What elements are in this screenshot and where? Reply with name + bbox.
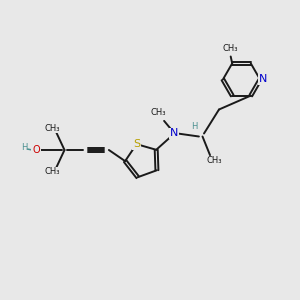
Text: S: S [133, 139, 140, 149]
Text: H: H [191, 122, 197, 131]
Text: CH₃: CH₃ [223, 44, 239, 53]
Text: O: O [32, 145, 40, 155]
Text: H: H [21, 143, 28, 152]
Text: CH₃: CH₃ [44, 167, 60, 176]
Text: N: N [170, 128, 178, 139]
Text: CH₃: CH₃ [206, 156, 222, 165]
Text: CH₃: CH₃ [44, 124, 60, 133]
Text: CH₃: CH₃ [150, 108, 166, 117]
Text: N: N [259, 74, 267, 85]
